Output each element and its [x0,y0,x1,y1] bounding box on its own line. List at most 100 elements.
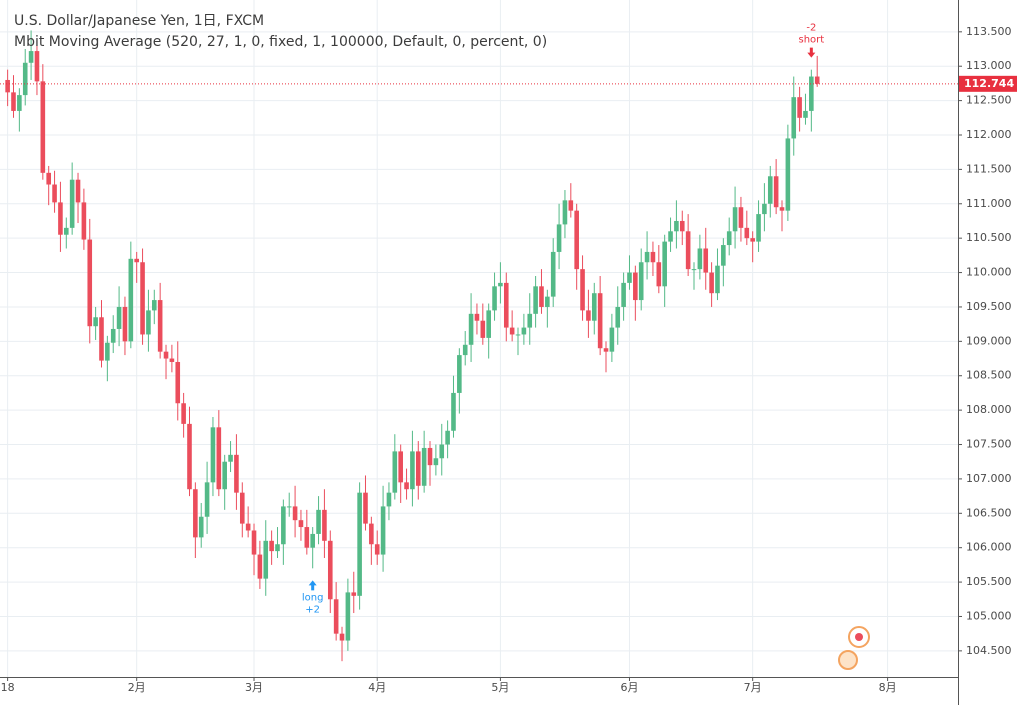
candle-body [732,207,738,232]
candle-body [99,317,104,361]
candle-body [128,258,134,342]
overlay: 112.744 long+2 short-2 [0,23,1017,615]
candle-body [163,351,169,359]
candle-body [75,179,81,203]
candle-body [633,272,638,301]
candle-body [198,516,204,538]
candle-body [175,361,181,404]
candle-body [668,231,673,242]
signal-arrow [308,580,317,591]
candle-body [46,172,51,185]
candle-body [621,282,626,307]
candle-body [451,392,456,431]
candle-body [562,200,568,225]
candle-body [568,200,574,211]
signal-qty: +2 [305,604,320,615]
chart-title: U.S. Dollar/Japanese Yen, 1日, FXCM [14,13,264,29]
candle-body [427,447,433,466]
candle-body [591,293,597,321]
candle-body [327,540,333,600]
last-price-label: 112.744 [964,77,1014,90]
candle-body [439,444,445,459]
candle-body [574,210,579,270]
candle-body [146,310,151,335]
candle-body [415,451,421,486]
candle-body [550,251,556,297]
candle-body [433,458,439,466]
candle-body [539,286,544,307]
candle-body [228,454,233,462]
candle-body [738,207,744,228]
candle-body [239,492,245,524]
candle-body [116,306,122,329]
candle-body [369,523,374,545]
y-tick-label: 113.500 [966,25,1012,38]
candle-body [316,509,321,534]
candle-body [40,81,46,173]
candle-body [644,251,650,263]
candle-body [533,286,538,314]
candle-body [157,300,163,352]
candle-body [638,262,644,301]
y-tick-label: 107.000 [966,472,1012,485]
candle-body [351,592,357,596]
candle-body [703,248,709,273]
candle-body [374,544,380,555]
signal-qty: -2 [806,23,816,34]
candle-body [298,520,304,528]
candle-body [17,95,22,111]
candle-body [310,533,315,548]
candle-body [269,540,274,552]
candle-body [586,310,591,321]
logo [838,626,870,670]
candle-body [363,492,368,524]
candle-body [445,430,450,445]
y-tick-label: 111.000 [966,197,1012,210]
candle-body [181,403,186,424]
candle-body [187,423,192,490]
candle-body [597,293,603,349]
y-tick-label: 108.000 [966,403,1012,416]
candle-body [339,633,345,641]
x-tick-label: 18 [1,681,15,694]
candle-body [480,320,486,338]
last-price-box [959,75,1017,92]
candle-body [69,179,75,228]
candle-body [474,313,480,321]
candle-body [134,258,139,263]
candle-body [193,489,198,538]
candle-body [726,231,732,246]
candle-body [709,272,714,294]
candle-body [767,176,773,204]
y-tick-label: 106.000 [966,541,1012,554]
candle-body [204,482,210,517]
candle-body [615,306,621,328]
candle-body [392,451,398,493]
y-tick-label: 112.000 [966,128,1012,141]
candle-body [286,506,292,508]
candle-body [404,482,409,490]
y-tick-label: 105.000 [966,609,1012,622]
candle-body [627,272,632,283]
indicator-label: Mbit Moving Average (520, 27, 1, 0, fixe… [14,34,547,50]
candle-body [140,262,145,335]
candle-body [151,300,157,311]
y-tick-label: 107.500 [966,438,1012,451]
candle-body [333,599,339,634]
candle-body [58,202,63,235]
candle-body [809,76,814,111]
candle-body [210,427,216,483]
candle-body [744,227,750,239]
candle-body [797,97,802,118]
signal-arrow [807,47,816,58]
candle-body [515,334,521,336]
candle-body [263,540,269,579]
y-tick-label: 109.000 [966,334,1012,347]
candle-body [398,451,403,483]
candle-body [63,227,69,235]
candle-body [322,509,327,541]
candle-body [685,231,691,270]
candle-body [22,62,28,96]
x-tick-label: 3月 [245,681,263,694]
